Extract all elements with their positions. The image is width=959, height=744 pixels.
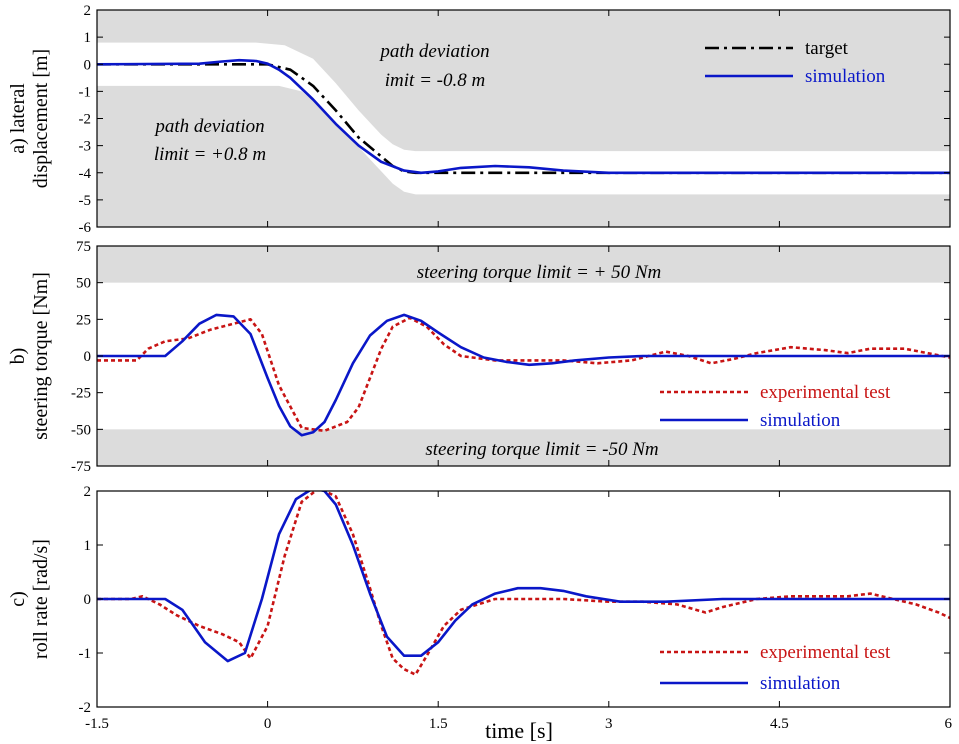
y-tick-label: 0 bbox=[84, 349, 92, 365]
series-experimental-test-line bbox=[97, 316, 950, 433]
allowed-path-corridor bbox=[97, 42, 950, 195]
legend-simulation-label: simulation bbox=[760, 673, 841, 694]
annotation-upper-limit: path deviation bbox=[378, 41, 489, 62]
shared-x-axis: -1.5 0 1.5 3 4.5 6 time [s] bbox=[85, 716, 952, 743]
x-tick-label: 3 bbox=[605, 716, 613, 732]
x-tick-label: 0 bbox=[264, 716, 272, 732]
annotation-upper-limit: imit = -0.8 m bbox=[385, 70, 485, 91]
y-tick-label: 25 bbox=[76, 312, 91, 328]
legend-experimental-label: experimental test bbox=[760, 642, 891, 663]
legend-experimental-label: experimental test bbox=[760, 382, 891, 403]
y-tick-label: -4 bbox=[79, 166, 92, 182]
y-tick-label: 2 bbox=[84, 484, 92, 500]
x-tick-label: 4.5 bbox=[770, 716, 789, 732]
series-experimental-test-line bbox=[97, 491, 950, 676]
y-tick-label: 0 bbox=[84, 57, 92, 73]
legend-simulation-label: simulation bbox=[805, 66, 886, 87]
x-tick-label: 1.5 bbox=[429, 716, 448, 732]
x-axis-label: time [s] bbox=[485, 718, 553, 743]
panel-a-lateral-displacement: 2 1 0 -1 -2 -3 -4 -5 -6 a) lateraldisplacement [m… bbox=[7, 3, 951, 236]
panel-c-roll-rate: 2 1 0 -1 -2 c)roll rate [rad/s] experimental t… bbox=[7, 484, 951, 716]
y-tick-label: 50 bbox=[76, 276, 91, 292]
y-axis-label-a: a) lateraldisplacement [m] bbox=[7, 49, 52, 188]
y-tick-label: 1 bbox=[84, 30, 92, 46]
y-tick-label: -1 bbox=[79, 84, 92, 100]
y-tick-label: -25 bbox=[71, 386, 91, 402]
y-tick-label: 2 bbox=[84, 3, 92, 19]
y-axis-label-b: b)steering torque [Nm] bbox=[7, 272, 52, 440]
plot-area-c bbox=[97, 491, 950, 676]
series-target-line bbox=[97, 63, 950, 175]
y-tick-label: -5 bbox=[79, 193, 92, 209]
torque-limit-band-lower bbox=[97, 429, 950, 466]
legend-target-label: target bbox=[805, 38, 849, 59]
y-tick-label: 0 bbox=[84, 592, 92, 608]
legend-simulation-label: simulation bbox=[760, 410, 841, 431]
y-axis-label-c: c)roll rate [rad/s] bbox=[7, 539, 52, 659]
y-tick-label: -3 bbox=[79, 139, 92, 155]
series-simulation-line bbox=[97, 491, 950, 663]
torque-limit-band-upper bbox=[97, 246, 950, 283]
y-tick-label: -2 bbox=[79, 112, 92, 128]
y-tick-label: -75 bbox=[71, 459, 91, 475]
plot-area-a bbox=[97, 10, 950, 227]
annotation-torque-limit-upper: steering torque limit = + 50 Nm bbox=[417, 262, 662, 283]
annotation-torque-limit-lower: steering torque limit = -50 Nm bbox=[425, 439, 658, 460]
series-simulation-line bbox=[97, 58, 950, 175]
x-tick-label: -1.5 bbox=[85, 716, 109, 732]
plot-area-b bbox=[97, 246, 950, 466]
series-simulation-line bbox=[97, 313, 950, 437]
y-tick-label: -2 bbox=[79, 700, 92, 716]
panel-b-steering-torque: 75 50 25 0 -25 -50 -75 b)steering torque [Nm] st… bbox=[7, 239, 951, 475]
y-tick-label: -6 bbox=[79, 220, 92, 236]
annotation-lower-limit: path deviation bbox=[153, 116, 264, 137]
x-tick-label: 6 bbox=[945, 716, 953, 732]
y-tick-label: -50 bbox=[71, 422, 91, 438]
y-tick-label: 75 bbox=[76, 239, 91, 255]
annotation-lower-limit: limit = +0.8 m bbox=[154, 144, 266, 165]
y-tick-label: 1 bbox=[84, 538, 92, 554]
y-tick-label: -1 bbox=[79, 646, 92, 662]
